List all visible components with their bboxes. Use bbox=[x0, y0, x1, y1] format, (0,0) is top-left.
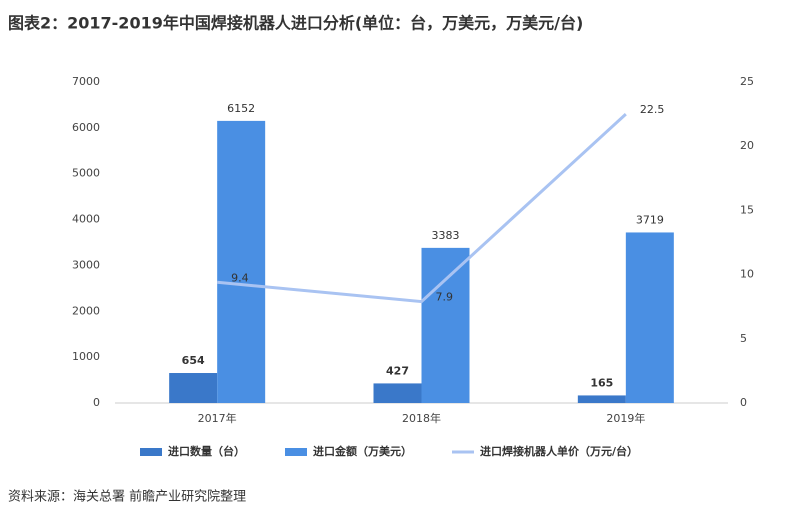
y-tick-label: 5000 bbox=[72, 167, 100, 180]
bar bbox=[217, 120, 266, 404]
bar bbox=[625, 232, 674, 403]
y-tick-label: 6000 bbox=[72, 121, 100, 134]
value-label: 9.4 bbox=[231, 271, 249, 284]
value-label: 7.9 bbox=[436, 291, 454, 304]
x-tick-label: 2019年 bbox=[606, 411, 645, 425]
y2-tick-label: 5 bbox=[740, 332, 747, 345]
y-tick-label: 0 bbox=[93, 396, 100, 409]
legend-label: 进口焊接机器人单价（万元/台） bbox=[480, 444, 638, 458]
y-tick-label: 4000 bbox=[72, 213, 100, 226]
source: 资料来源：海关总署 前瞻产业研究院整理 bbox=[8, 489, 246, 505]
bar bbox=[169, 373, 218, 403]
x-tick-label: 2017年 bbox=[198, 411, 237, 425]
value-label: 22.5 bbox=[640, 103, 665, 116]
value-label: 6152 bbox=[227, 102, 255, 115]
y2-tick-label: 15 bbox=[740, 203, 754, 216]
x-tick-label: 2018年 bbox=[402, 411, 441, 425]
y-tick-label: 7000 bbox=[72, 75, 100, 88]
value-label: 654 bbox=[182, 354, 205, 367]
bar bbox=[577, 395, 626, 403]
y2-tick-label: 0 bbox=[740, 396, 747, 409]
legend-label: 进口金额（万美元） bbox=[313, 444, 412, 458]
value-label: 3719 bbox=[636, 213, 664, 226]
value-label: 3383 bbox=[432, 229, 460, 242]
y2-tick-label: 25 bbox=[740, 75, 754, 88]
legend-swatch bbox=[285, 448, 307, 456]
y2-tick-label: 20 bbox=[740, 139, 754, 152]
y-tick-label: 1000 bbox=[72, 350, 100, 363]
line bbox=[217, 112, 627, 304]
y-tick-label: 2000 bbox=[72, 304, 100, 317]
bar bbox=[421, 247, 470, 403]
value-label: 427 bbox=[386, 364, 409, 377]
chart-title: 图表2：2017-2019年中国焊接机器人进口分析(单位：台，万美元，万美元/台… bbox=[8, 14, 583, 33]
legend-swatch bbox=[140, 448, 162, 456]
y-tick-label: 3000 bbox=[72, 258, 100, 271]
y2-tick-label: 10 bbox=[740, 268, 754, 281]
value-label: 165 bbox=[590, 376, 613, 389]
bar bbox=[373, 383, 422, 403]
legend-label: 进口数量（台） bbox=[168, 444, 245, 458]
